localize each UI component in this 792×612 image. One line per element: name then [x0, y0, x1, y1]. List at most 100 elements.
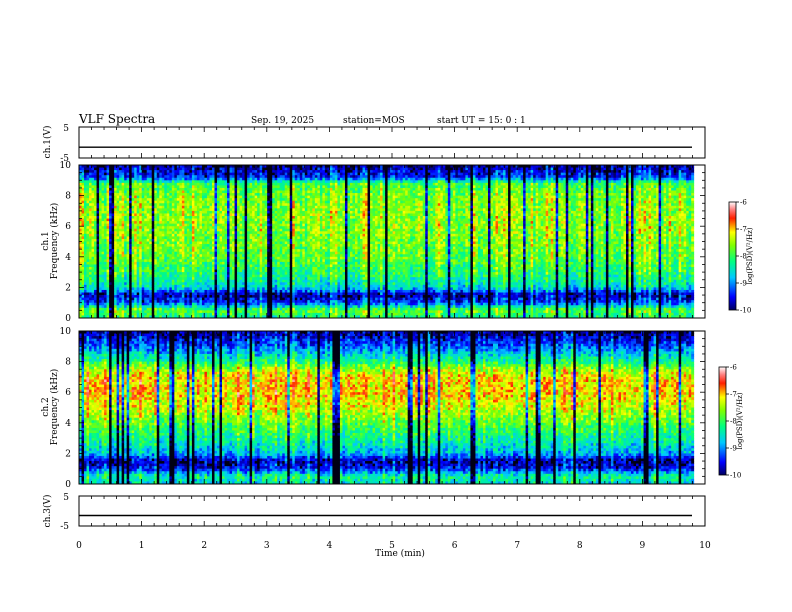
ch1-spectrogram-cell [119, 247, 122, 250]
ch1-spectrogram-cell [147, 173, 150, 176]
ch1-spectrogram-cell [114, 249, 117, 252]
ch1-spectrogram-cell [84, 287, 87, 290]
ch1-spectrogram-cell [240, 290, 243, 293]
ch1-spectrogram-cell [142, 262, 145, 265]
ch1-spectrogram-cell [147, 303, 150, 306]
ch1-spectrogram-cell [92, 188, 95, 191]
ch1-spectrogram-cell [209, 303, 212, 306]
ch1-spectrogram-cell [129, 185, 132, 188]
ch1-spectrogram-cell [112, 173, 115, 176]
ch1-spectrogram-cell [107, 282, 110, 285]
ch1-spectrogram-cell [149, 293, 152, 296]
ch1-spectrogram-cell [127, 234, 130, 237]
ch1-spectrogram-cell [189, 234, 192, 237]
ch1-spectrogram-cell [114, 310, 117, 313]
ch1-spectrogram-cell [102, 234, 105, 237]
ch1-spectrogram-cell [174, 308, 177, 311]
ch1-spectrogram-cell [240, 206, 243, 209]
ch1-spectrogram-cell [164, 239, 167, 242]
ch1-spectrogram-cell [147, 188, 150, 191]
ch1-spectrogram-cell [127, 173, 130, 176]
ch1-spectrogram-cell [225, 201, 228, 204]
ch1-spectrogram-cell [162, 203, 165, 206]
ch1-spectrogram-cell [154, 252, 157, 255]
ch1-spectrogram-cell [202, 213, 205, 216]
ch1-spectrogram-cell [109, 244, 112, 247]
ch1-spectrogram-cell [127, 183, 130, 186]
ch1-spectrogram-cell [192, 287, 195, 290]
ch1-spectrogram-cell [107, 249, 110, 252]
ch1-spectrogram-cell [207, 252, 210, 255]
ch1-spectrogram-cell [169, 191, 172, 194]
ch1-spectrogram-cell [199, 224, 202, 227]
ch1-spectrogram-cell [174, 224, 177, 227]
ch1-spectrogram-cell [245, 229, 248, 232]
ch1-spectrogram-cell [87, 272, 90, 275]
ch1-spectrogram-cell [149, 208, 152, 211]
ch1-spectrogram-cell [139, 175, 142, 178]
ch1-spectrogram-cell [230, 229, 233, 232]
ch1-spectrogram-cell [217, 224, 220, 227]
ch1-spectrogram-cell [247, 262, 250, 265]
ch1-spectrogram-cell [149, 285, 152, 288]
ch1-spectrogram-cell [82, 219, 85, 222]
ch1-spectrogram-cell [162, 213, 165, 216]
ch1-spectrogram-cell [212, 183, 215, 186]
ch1-spectrogram-cell [179, 244, 182, 247]
ch1-spectrogram-cell [117, 285, 120, 288]
ch1-spectrogram-cell [94, 224, 97, 227]
ch1-spectrogram-cell [152, 247, 155, 250]
ch1-spectrogram-cell [204, 231, 207, 234]
ch1-spectrogram-cell [99, 313, 102, 316]
ch1-spectrogram-cell [99, 203, 102, 206]
ch1-spectrogram-cell [139, 178, 142, 181]
ch1-spectrogram-cell [149, 244, 152, 247]
ch1-spectrogram-cell [202, 175, 205, 178]
ch1-spectrogram-cell [154, 229, 157, 232]
ch1-spectrogram-cell [169, 211, 172, 214]
ch1-spectrogram-cell [167, 298, 170, 301]
ch1-spectrogram-cell [132, 236, 135, 239]
ch1-spectrogram-cell [227, 211, 230, 214]
ch1-spectrogram-cell [104, 196, 107, 199]
ch1-spectrogram-cell [174, 305, 177, 308]
ch1-spectrogram-cell [240, 249, 243, 252]
ch1-spectrogram-cell [127, 259, 130, 262]
ch1-spectrogram-cell [245, 277, 248, 280]
ch1-spectrogram-cell [112, 185, 115, 188]
ch1-spectrogram-cell [87, 168, 90, 171]
ch1-spectrogram-cell [232, 275, 235, 278]
ch1-spectrogram-cell [132, 234, 135, 237]
ch1-spectrogram-cell [102, 244, 105, 247]
ch1-spectrogram-cell [117, 206, 120, 209]
ch1-spectrogram-cell [124, 287, 127, 290]
ch1-spectrogram-cell [194, 262, 197, 265]
ch1-spectrogram-cell [184, 277, 187, 280]
ch1-spectrogram-cell [142, 170, 145, 173]
ch1-spectrogram-cell [119, 305, 122, 308]
ch1-spectrogram-cell [164, 280, 167, 283]
ch1-spectrogram-cell [94, 285, 97, 288]
ch1-spectrogram-cell [97, 213, 100, 216]
ch1-spectrogram-cell [87, 275, 90, 278]
ch1-spectrogram-cell [240, 277, 243, 280]
ch1-spectrogram-cell [184, 298, 187, 301]
ch1-spectrogram-cell [87, 277, 90, 280]
ch1-spectrogram-cell [179, 264, 182, 267]
ch1-spectrogram-cell [99, 191, 102, 194]
ch1-spectrogram-cell [197, 173, 200, 176]
ch1-spectrogram-cell [119, 267, 122, 270]
ch1-spectrogram-cell [237, 254, 240, 257]
ch1-spectrogram-cell [87, 201, 90, 204]
ch1-spectrogram-cell [149, 231, 152, 234]
ch1-spectrogram-cell [222, 211, 225, 214]
ch1-spectrogram-cell [109, 203, 112, 206]
ch1-spectrogram-image [79, 165, 694, 318]
ch1-spectrogram-cell [144, 229, 147, 232]
ch1-spectrogram-cell [137, 308, 140, 311]
ch1-spectrogram-cell [199, 221, 202, 224]
ch1-spectrogram-cell [192, 259, 195, 262]
ch1-spectrogram-cell [184, 224, 187, 227]
ch1-spectrogram-cell [94, 300, 97, 303]
ch1-spectrogram-cell [209, 305, 212, 308]
